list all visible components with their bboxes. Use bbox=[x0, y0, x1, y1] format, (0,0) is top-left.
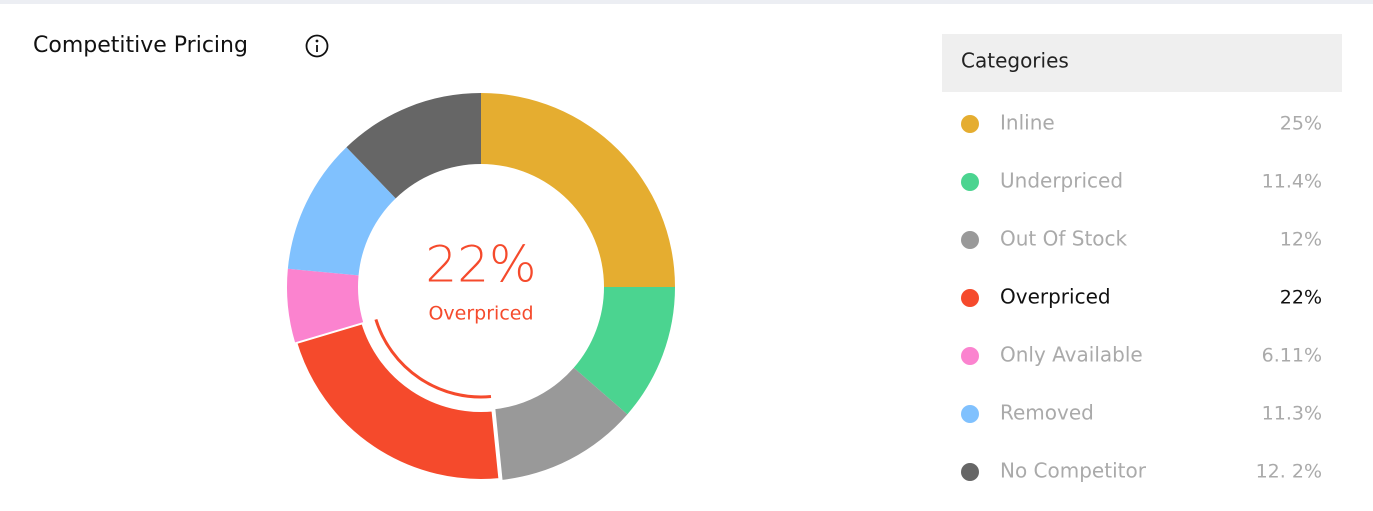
legend-value: 12% bbox=[1280, 229, 1322, 251]
top-border bbox=[0, 0, 1373, 4]
legend-title: Categories bbox=[961, 49, 1069, 73]
legend-dot bbox=[961, 463, 979, 481]
donut-slice[interactable] bbox=[292, 319, 503, 483]
legend-label[interactable]: Removed bbox=[1000, 401, 1094, 425]
legend-value: 12. 2% bbox=[1256, 461, 1322, 483]
legend-header bbox=[942, 34, 1342, 92]
chart-title: Competitive Pricing bbox=[33, 33, 248, 58]
legend-value: 6.11% bbox=[1262, 345, 1322, 367]
donut-slice[interactable] bbox=[287, 147, 396, 276]
highlight-arc bbox=[374, 319, 492, 399]
legend-dot bbox=[961, 173, 979, 191]
legend-label[interactable]: Underpriced bbox=[1000, 169, 1123, 193]
legend-dot bbox=[961, 115, 979, 133]
legend-value: 22% bbox=[1280, 287, 1322, 309]
donut-slice[interactable] bbox=[493, 367, 628, 481]
legend-dot bbox=[961, 289, 979, 307]
donut-slice[interactable] bbox=[287, 268, 364, 343]
legend-dot bbox=[961, 405, 979, 423]
info-icon[interactable] bbox=[305, 34, 329, 58]
legend-label[interactable]: No Competitor bbox=[1000, 459, 1147, 483]
legend-dot bbox=[961, 231, 979, 249]
donut-slice[interactable] bbox=[573, 286, 675, 415]
donut-slice[interactable] bbox=[481, 93, 675, 287]
legend-label[interactable]: Overpriced bbox=[1000, 285, 1111, 309]
legend-value: 11.3% bbox=[1262, 403, 1322, 425]
donut-slice[interactable] bbox=[346, 93, 481, 199]
legend-value: 25% bbox=[1280, 113, 1322, 135]
legend-label[interactable]: Out Of Stock bbox=[1000, 227, 1128, 251]
legend-value: 11.4% bbox=[1262, 171, 1322, 193]
legend-label[interactable]: Only Available bbox=[1000, 343, 1143, 367]
center-label: Overpriced bbox=[428, 303, 533, 325]
center-value: 22% bbox=[425, 236, 536, 294]
legend-label[interactable]: Inline bbox=[1000, 111, 1055, 135]
legend-dot bbox=[961, 347, 979, 365]
